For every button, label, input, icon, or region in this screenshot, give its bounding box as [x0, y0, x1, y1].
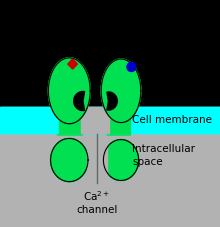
- Bar: [81, 107, 109, 133]
- Polygon shape: [101, 59, 141, 123]
- FancyBboxPatch shape: [107, 104, 131, 135]
- Polygon shape: [51, 138, 88, 182]
- Circle shape: [127, 62, 136, 72]
- Polygon shape: [48, 58, 90, 124]
- Wedge shape: [107, 92, 117, 110]
- Polygon shape: [48, 58, 90, 124]
- Wedge shape: [74, 91, 84, 111]
- Polygon shape: [103, 140, 139, 180]
- Polygon shape: [51, 138, 88, 182]
- Bar: [109, 107, 130, 133]
- Bar: [0, 107, 220, 133]
- Text: Intracellular
space: Intracellular space: [132, 144, 195, 167]
- Polygon shape: [103, 140, 139, 180]
- Polygon shape: [68, 59, 77, 69]
- Bar: [59, 107, 81, 133]
- Bar: [87, 137, 107, 182]
- FancyBboxPatch shape: [57, 104, 82, 135]
- Text: Cell membrane: Cell membrane: [132, 115, 212, 125]
- Bar: [0, 107, 220, 133]
- Bar: [0, 107, 220, 227]
- Text: Ca$^{2+}$
channel: Ca$^{2+}$ channel: [76, 190, 117, 215]
- Polygon shape: [101, 59, 141, 123]
